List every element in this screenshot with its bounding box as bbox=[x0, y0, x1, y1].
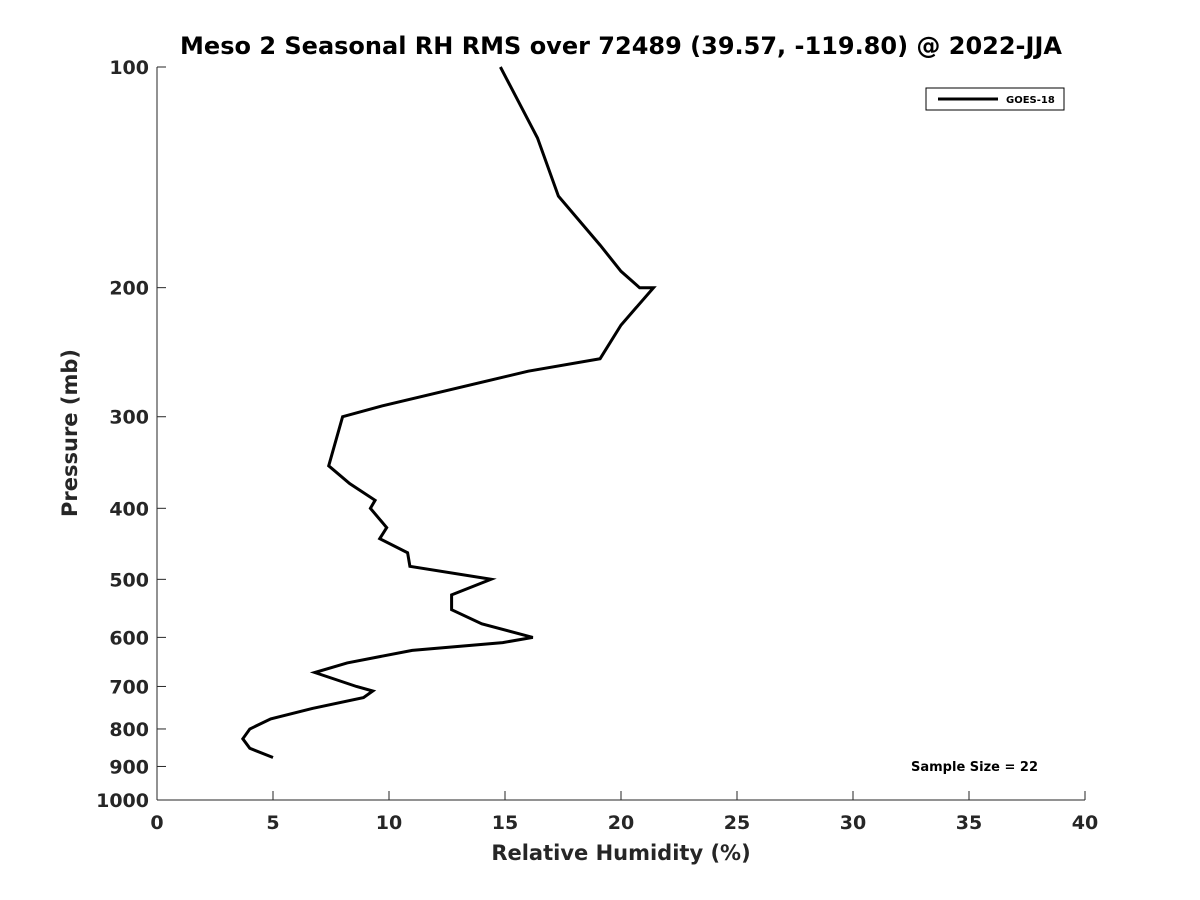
y-tick-label-1: 200 bbox=[109, 278, 149, 300]
x-tick-label-4: 20 bbox=[608, 812, 634, 834]
x-tick-label-0: 0 bbox=[150, 812, 163, 834]
y-axis-label: Pressure (mb) bbox=[58, 349, 82, 517]
plot-area: 0 5 10 15 20 25 30 35 40 100 200 300 400 500 600 700 800… bbox=[96, 57, 1098, 834]
legend: GOES-18 bbox=[925, 87, 1065, 111]
x-tick-label-1: 5 bbox=[266, 812, 279, 834]
y-tick-label-9: 1000 bbox=[96, 790, 149, 812]
x-tick-label-6: 30 bbox=[840, 812, 866, 834]
y-tick-label-6: 700 bbox=[109, 676, 149, 698]
x-tick-label-3: 15 bbox=[492, 812, 518, 834]
chart-title: Meso 2 Seasonal RH RMS over 72489 (39.57… bbox=[180, 32, 1062, 60]
series-line-goes-18 bbox=[240, 66, 657, 759]
x-tick-label-2: 10 bbox=[376, 812, 402, 834]
x-tick-label-8: 40 bbox=[1072, 812, 1098, 834]
y-tick-label-7: 800 bbox=[109, 719, 149, 741]
y-tick-label-8: 900 bbox=[109, 756, 149, 778]
y-tick-label-2: 300 bbox=[109, 407, 149, 429]
sample-size-annotation: Sample Size = 22 bbox=[911, 760, 1038, 775]
y-tick-label-5: 600 bbox=[109, 627, 149, 649]
x-tick-label-7: 35 bbox=[956, 812, 982, 834]
x-tick-label-5: 25 bbox=[724, 812, 750, 834]
y-tick-label-4: 500 bbox=[109, 569, 149, 591]
legend-label-goes-18: GOES-18 bbox=[1006, 95, 1055, 106]
y-tick-label-0: 100 bbox=[109, 57, 149, 79]
y-tick-label-3: 400 bbox=[109, 498, 149, 520]
x-axis-label: Relative Humidity (%) bbox=[491, 841, 750, 865]
